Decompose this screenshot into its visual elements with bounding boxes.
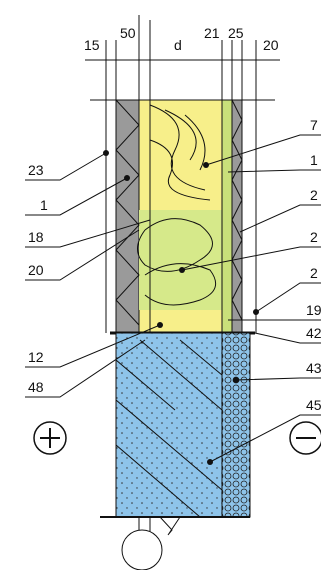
right-label: 2	[310, 187, 318, 203]
dimension-label: 20	[263, 37, 279, 53]
marker	[233, 377, 239, 383]
marker	[203, 162, 209, 168]
left-label: 23	[28, 162, 44, 178]
warm-side-icon	[34, 422, 66, 454]
right-label: 45	[306, 397, 321, 413]
wall-layers	[90, 20, 275, 570]
dimension-line	[85, 15, 280, 100]
cold-side-icon	[290, 422, 321, 454]
right-label: 7	[310, 117, 318, 133]
dimension-label: 25	[228, 25, 244, 41]
page: 15 50 d 21 25 20	[0, 0, 321, 570]
right-label: 43	[306, 360, 321, 376]
dimension-label: d	[174, 37, 182, 53]
marker	[103, 150, 109, 156]
right-label: 2	[310, 265, 318, 281]
left-label: 48	[28, 379, 44, 395]
right-label: 19	[306, 302, 321, 318]
wall-detail: 15 50 d 21 25 20	[0, 0, 321, 570]
dimension-label: 50	[120, 25, 136, 41]
left-label: 18	[28, 229, 44, 245]
dimension-label: 21	[204, 25, 220, 41]
left-label: 20	[28, 262, 44, 278]
marker	[157, 322, 163, 328]
left-label: 12	[28, 349, 44, 365]
left-label: 1	[40, 197, 48, 213]
marker	[207, 459, 213, 465]
marker	[179, 267, 185, 273]
dimension-label: 15	[84, 37, 100, 53]
right-label: 2	[310, 229, 318, 245]
right-label: 1	[310, 152, 318, 168]
marker	[253, 309, 259, 315]
right-label: 42	[306, 325, 321, 341]
marker	[124, 175, 130, 181]
